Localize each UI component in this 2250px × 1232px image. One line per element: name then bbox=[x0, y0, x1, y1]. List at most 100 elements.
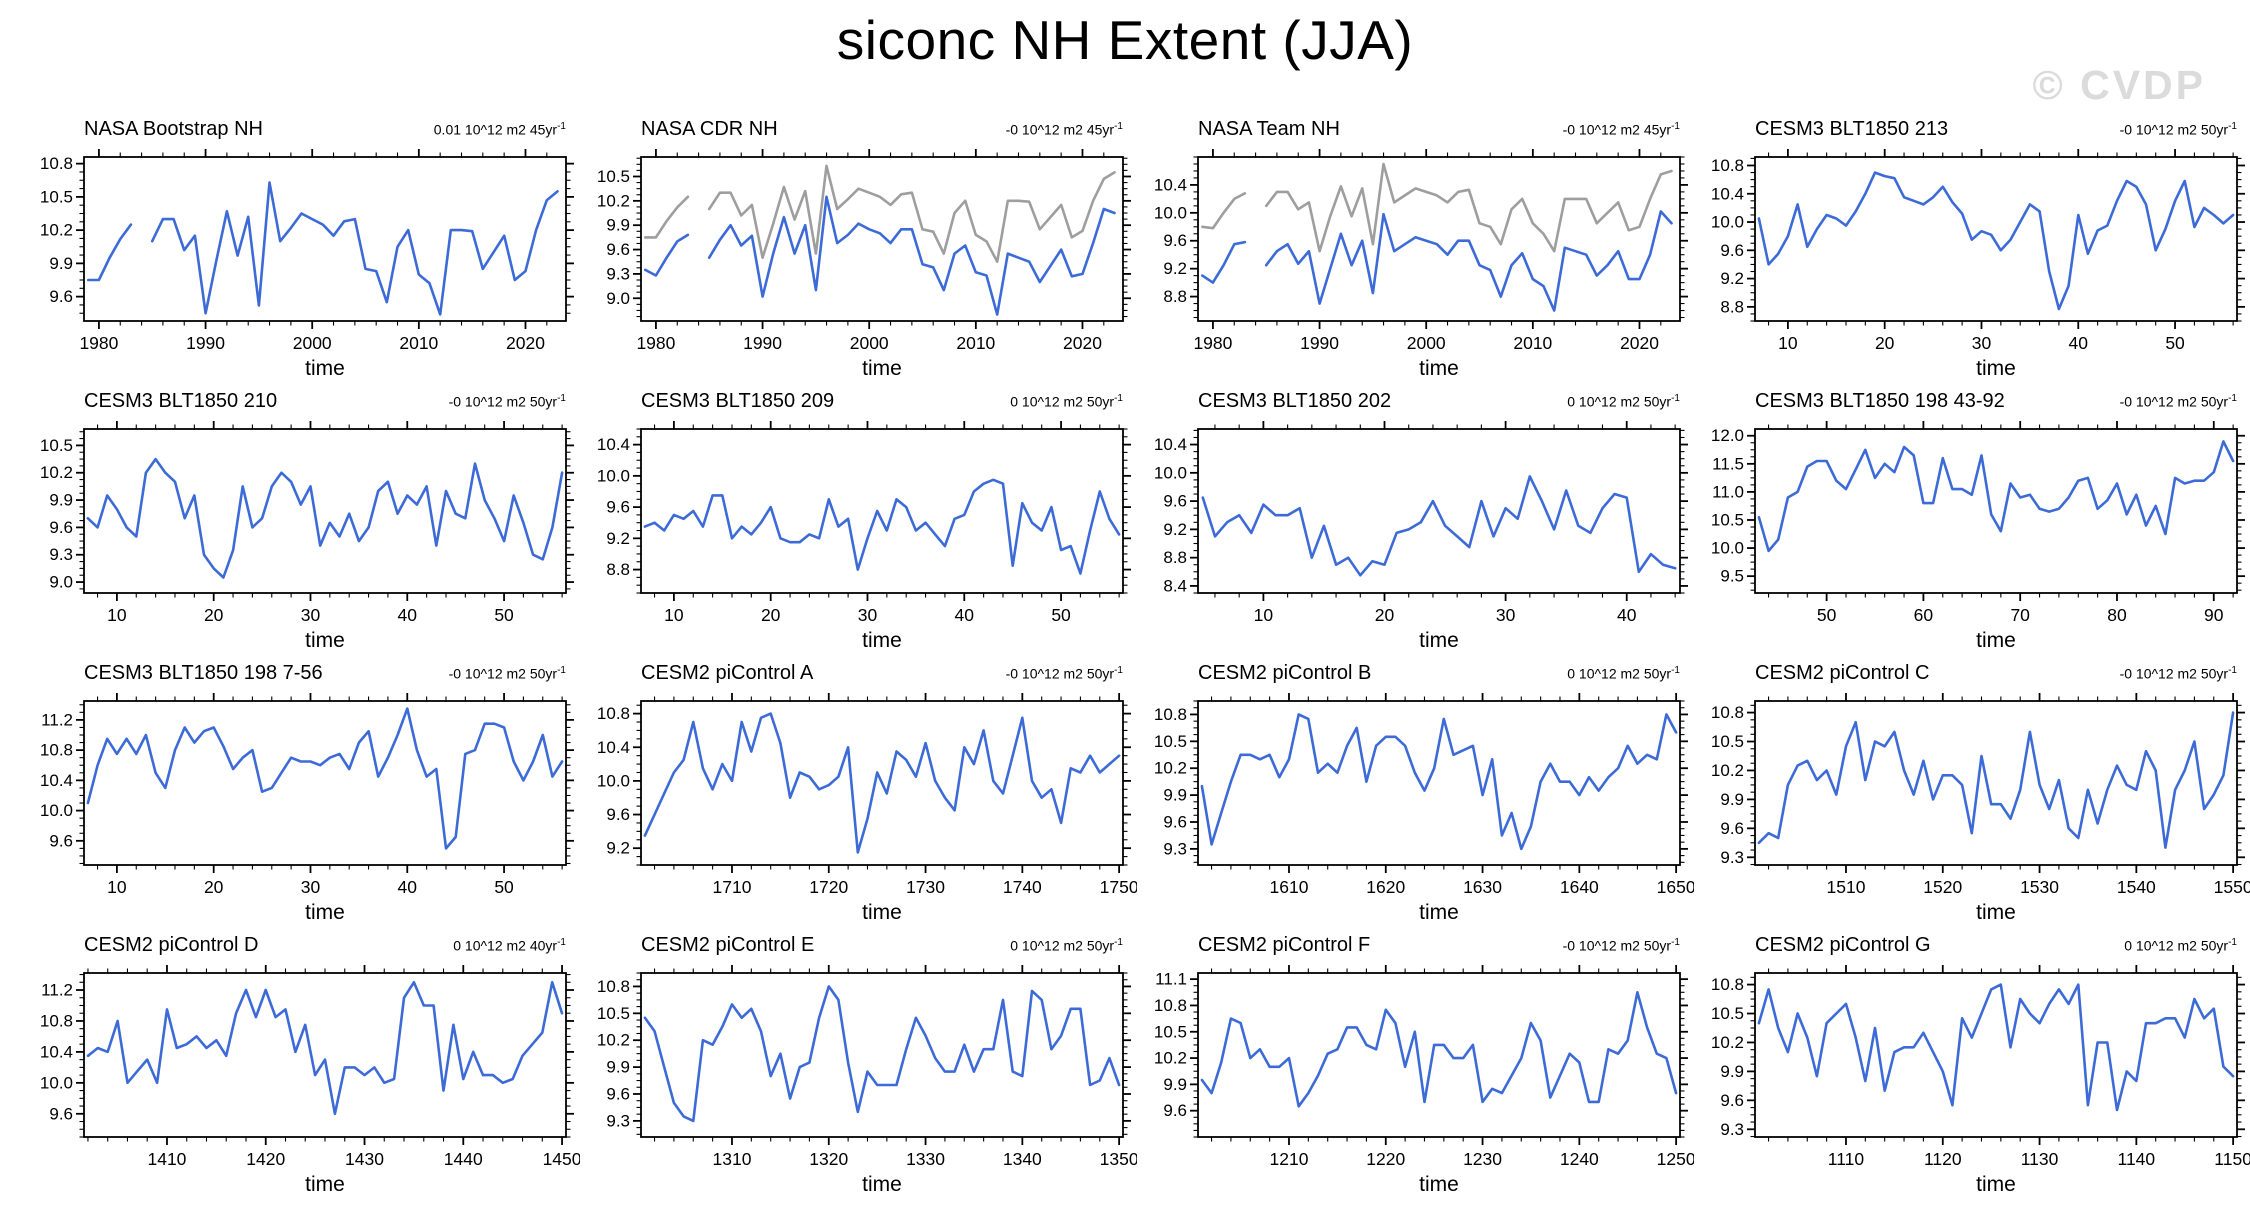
panel-trend-label: -0 10^12 m2 50yr-1 bbox=[449, 393, 566, 410]
panel-header: CESM3 BLT1850 210 -0 10^12 m2 50yr-1 bbox=[84, 390, 566, 417]
svg-text:8.4: 8.4 bbox=[1163, 576, 1187, 595]
svg-text:10.8: 10.8 bbox=[1154, 705, 1187, 724]
x-axis-label: time bbox=[1419, 357, 1459, 380]
panel-plot: 8.8 9.2 9.6 10.0 10.4 10 20 30 40 50 bbox=[597, 421, 1131, 625]
data-line-blue bbox=[1757, 983, 2235, 1112]
svg-text:1650: 1650 bbox=[1657, 877, 1694, 897]
panel-trend-label: 0 10^12 m2 50yr-1 bbox=[1567, 393, 1680, 410]
svg-text:9.6: 9.6 bbox=[1163, 1101, 1187, 1120]
panel-title: CESM3 BLT1850 209 bbox=[641, 390, 835, 412]
svg-text:10.8: 10.8 bbox=[40, 154, 73, 173]
data-line-blue bbox=[1757, 171, 2235, 311]
svg-text:1250: 1250 bbox=[1657, 1149, 1694, 1169]
panel-header: NASA Team NH -0 10^12 m2 45yr-1 bbox=[1198, 118, 1680, 145]
svg-text:10.5: 10.5 bbox=[1154, 1022, 1187, 1041]
svg-text:9.3: 9.3 bbox=[1720, 848, 1744, 867]
svg-text:10.0: 10.0 bbox=[597, 466, 630, 485]
x-axis-label: time bbox=[305, 1173, 345, 1196]
svg-text:9.9: 9.9 bbox=[1163, 786, 1187, 805]
svg-text:11.2: 11.2 bbox=[41, 710, 73, 729]
panel-trend-label: -0 10^12 m2 50yr-1 bbox=[2120, 665, 2237, 682]
panel-trend-exponent: -1 bbox=[1114, 393, 1123, 405]
svg-text:9.6: 9.6 bbox=[1163, 812, 1187, 831]
svg-text:10.0: 10.0 bbox=[1154, 203, 1187, 222]
svg-text:10.0: 10.0 bbox=[1711, 539, 1744, 558]
panel-title: NASA CDR NH bbox=[641, 118, 778, 140]
panel-title: CESM2 piControl C bbox=[1755, 662, 1930, 684]
svg-text:50: 50 bbox=[1051, 605, 1071, 625]
svg-text:10.4: 10.4 bbox=[1711, 184, 1744, 203]
panel-header: CESM3 BLT1850 213 -0 10^12 m2 50yr-1 bbox=[1755, 118, 2237, 145]
svg-text:9.2: 9.2 bbox=[606, 529, 630, 548]
chart-panel: CESM3 BLT1850 202 0 10^12 m2 50yr-1 8.4 8.8… bbox=[1144, 390, 1694, 662]
svg-text:11.0: 11.0 bbox=[1712, 482, 1744, 501]
svg-text:10: 10 bbox=[107, 605, 127, 625]
chart-panel: CESM2 piControl C -0 10^12 m2 50yr-1 9.3 9.… bbox=[1701, 662, 2250, 934]
panel-trend-exponent: -1 bbox=[2228, 937, 2237, 949]
svg-text:10.2: 10.2 bbox=[1711, 1033, 1744, 1052]
svg-text:10.0: 10.0 bbox=[1711, 213, 1744, 232]
panel-trend-text: -0 10^12 m2 50yr bbox=[1005, 666, 1115, 682]
panel-trend-label: -0 10^12 m2 45yr-1 bbox=[1563, 121, 1680, 138]
panel-trend-text: -0 10^12 m2 50yr bbox=[448, 394, 558, 410]
panel-title: CESM2 piControl A bbox=[641, 662, 814, 684]
svg-text:10.8: 10.8 bbox=[1154, 996, 1187, 1015]
panel-title: NASA Team NH bbox=[1198, 118, 1340, 140]
panel-trend-text: 0 10^12 m2 50yr bbox=[1010, 938, 1115, 954]
panel-trend-label: 0 10^12 m2 50yr-1 bbox=[1010, 393, 1123, 410]
panel-trend-text: 0 10^12 m2 50yr bbox=[1010, 394, 1115, 410]
panel-trend-text: 0 10^12 m2 50yr bbox=[2124, 938, 2229, 954]
panel-trend-label: 0 10^12 m2 50yr-1 bbox=[2124, 937, 2237, 954]
svg-text:10.4: 10.4 bbox=[597, 435, 630, 454]
svg-text:30: 30 bbox=[1496, 605, 1516, 625]
svg-text:8.8: 8.8 bbox=[1720, 297, 1744, 316]
panel-title: CESM3 BLT1850 198 7-56 bbox=[84, 662, 323, 684]
panel-header: CESM3 BLT1850 198 43-92 -0 10^12 m2 50yr-… bbox=[1755, 390, 2237, 417]
data-line-blue bbox=[86, 707, 564, 850]
panel-title: CESM2 piControl B bbox=[1198, 662, 1372, 684]
svg-text:2010: 2010 bbox=[1513, 333, 1552, 353]
x-axis-label: time bbox=[862, 357, 902, 380]
svg-text:10.8: 10.8 bbox=[40, 741, 73, 760]
panel-title: CESM2 piControl F bbox=[1198, 934, 1371, 956]
x-axis-label: time bbox=[1976, 357, 2016, 380]
panel-trend-label: -0 10^12 m2 50yr-1 bbox=[2120, 393, 2237, 410]
panel-trend-exponent: -1 bbox=[1671, 393, 1680, 405]
chart-panel: NASA Bootstrap NH 0.01 10^12 m2 45yr-1 9.6… bbox=[30, 118, 580, 390]
panel-trend-label: -0 10^12 m2 50yr-1 bbox=[2120, 121, 2237, 138]
panel-trend-label: -0 10^12 m2 50yr-1 bbox=[1006, 665, 1123, 682]
chart-panel: CESM2 piControl G 0 10^12 m2 50yr-1 9.3 9.6… bbox=[1701, 934, 2250, 1206]
panel-header: CESM3 BLT1850 202 0 10^12 m2 50yr-1 bbox=[1198, 390, 1680, 417]
x-axis-label: time bbox=[1419, 1173, 1459, 1196]
svg-text:80: 80 bbox=[2107, 605, 2127, 625]
svg-text:9.0: 9.0 bbox=[49, 573, 73, 592]
svg-text:9.3: 9.3 bbox=[606, 264, 630, 283]
svg-text:9.6: 9.6 bbox=[606, 1084, 630, 1103]
panel-trend-exponent: -1 bbox=[2228, 121, 2237, 133]
svg-text:10.8: 10.8 bbox=[1711, 975, 1744, 994]
svg-text:1990: 1990 bbox=[186, 333, 225, 353]
panel-title: CESM3 BLT1850 213 bbox=[1755, 118, 1949, 140]
panel-trend-label: -0 10^12 m2 50yr-1 bbox=[449, 665, 566, 682]
svg-text:10: 10 bbox=[107, 877, 127, 897]
svg-text:1420: 1420 bbox=[246, 1149, 285, 1169]
x-axis-label: time bbox=[862, 901, 902, 924]
chart-panel: CESM2 piControl A -0 10^12 m2 50yr-1 9.2 9.… bbox=[587, 662, 1137, 934]
svg-text:40: 40 bbox=[1617, 605, 1637, 625]
svg-text:20: 20 bbox=[204, 605, 224, 625]
svg-text:11.2: 11.2 bbox=[41, 981, 73, 1000]
svg-text:9.9: 9.9 bbox=[606, 216, 630, 235]
svg-text:1410: 1410 bbox=[147, 1149, 186, 1169]
svg-text:10.5: 10.5 bbox=[1711, 510, 1744, 529]
svg-text:50: 50 bbox=[2165, 333, 2185, 353]
panel-header: CESM2 piControl F -0 10^12 m2 50yr-1 bbox=[1198, 934, 1680, 961]
svg-text:8.8: 8.8 bbox=[1163, 548, 1187, 567]
panel-trend-text: 0 10^12 m2 40yr bbox=[453, 938, 558, 954]
panel-title: CESM3 BLT1850 210 bbox=[84, 390, 278, 412]
panel-trend-exponent: -1 bbox=[557, 121, 566, 133]
svg-text:50: 50 bbox=[1817, 605, 1837, 625]
svg-text:1120: 1120 bbox=[1924, 1149, 1962, 1169]
panel-trend-label: -0 10^12 m2 45yr-1 bbox=[1006, 121, 1123, 138]
panel-trend-label: 0 10^12 m2 50yr-1 bbox=[1010, 937, 1123, 954]
data-line-blue bbox=[1201, 210, 1673, 312]
